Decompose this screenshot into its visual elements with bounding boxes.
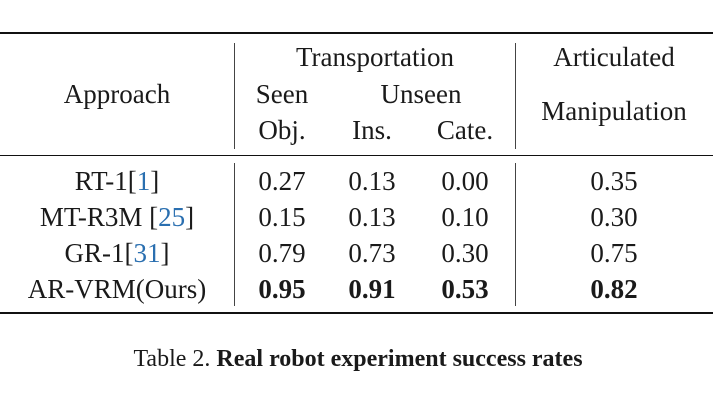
cell-articulated: 0.35 [590, 166, 638, 196]
row-approach: GR-1[31] [65, 240, 170, 267]
approach-name: AR-VRM(Ours) [27, 274, 207, 304]
cell-unseen-ins: 0.13 [348, 202, 396, 232]
caption-label: Table 2. [133, 346, 211, 372]
citation-bracket-close: ] [185, 202, 195, 232]
citation-link[interactable]: 25 [158, 202, 186, 232]
header-approach: Approach [63, 79, 171, 109]
row-approach: MT-R3M [25] [40, 204, 194, 231]
cell-unseen-cate: 0.30 [441, 238, 489, 268]
approach-name: MT-R3M [39, 202, 150, 232]
header-manipulation: Manipulation [541, 96, 687, 126]
approach-name: GR-1 [64, 238, 125, 268]
citation-bracket-open: [ [124, 238, 134, 268]
citation-bracket-open: [ [149, 202, 159, 232]
column-divider-articulated [515, 43, 516, 149]
cell-unseen-cate: 0.00 [441, 166, 489, 196]
table-bottom-rule [0, 312, 713, 314]
cell-unseen-ins: 0.13 [348, 166, 396, 196]
cell-unseen-ins: 0.91 [348, 274, 396, 304]
cell-unseen-cate: 0.10 [441, 202, 489, 232]
table-caption: Table 2. Real robot experiment success r… [133, 347, 582, 371]
cell-articulated: 0.30 [590, 202, 638, 232]
cell-seen-obj: 0.15 [258, 202, 306, 232]
cell-seen-obj: 0.79 [258, 238, 306, 268]
cell-seen-obj: 0.95 [258, 274, 306, 304]
table-header-rule [0, 155, 713, 156]
caption-text: Real robot experiment success rates [216, 346, 583, 372]
cell-seen-obj: 0.27 [258, 166, 306, 196]
header-cate: Cate. [436, 115, 494, 145]
column-divider-approach [234, 43, 235, 149]
approach-name: RT-1 [74, 166, 128, 196]
citation-link[interactable]: 31 [133, 238, 161, 268]
citation-link[interactable]: 1 [136, 166, 151, 196]
header-transportation: Transportation [295, 42, 455, 72]
cell-unseen-ins: 0.73 [348, 238, 396, 268]
header-seen: Seen [255, 79, 309, 109]
header-articulated: Articulated [553, 42, 675, 72]
header-unseen: Unseen [380, 79, 462, 109]
citation-bracket-open: [ [127, 166, 137, 196]
header-obj: Obj. [258, 115, 306, 145]
citation-bracket-close: ] [160, 238, 170, 268]
cell-articulated: 0.75 [590, 238, 638, 268]
row-approach: RT-1[1] [75, 168, 159, 195]
cell-articulated: 0.82 [590, 274, 638, 304]
header-ins: Ins. [352, 115, 392, 145]
column-divider-approach-body [234, 163, 235, 306]
row-approach: AR-VRM(Ours) [28, 276, 207, 303]
cell-unseen-cate: 0.53 [441, 274, 489, 304]
table-top-rule [0, 32, 713, 34]
citation-bracket-close: ] [150, 166, 160, 196]
column-divider-articulated-body [515, 163, 516, 306]
